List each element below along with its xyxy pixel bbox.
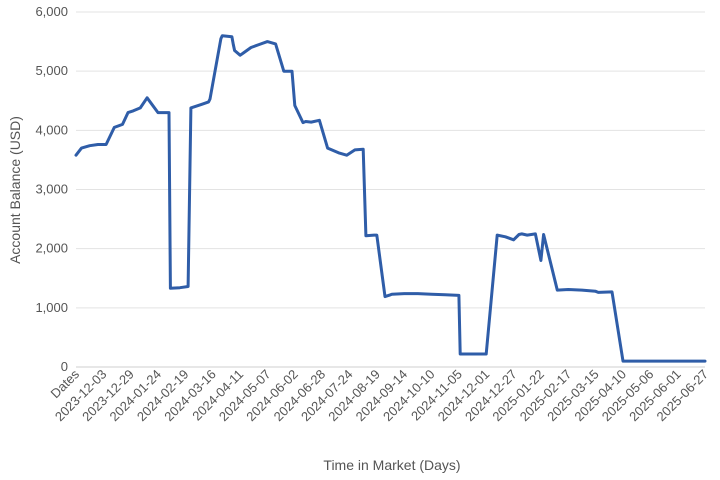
y-tick-label: 3,000	[35, 182, 68, 197]
y-tick-label: 4,000	[35, 122, 68, 137]
y-tick-labels: 0 1,000 2,000 3,000 4,000 5,000 6,000	[35, 4, 68, 374]
series-lines	[74, 34, 707, 363]
y-tick-label: 0	[61, 359, 68, 374]
y-tick-label: 2,000	[35, 241, 68, 256]
y-tick-label: 5,000	[35, 63, 68, 78]
gridlines	[76, 11, 705, 368]
series-line	[74, 34, 707, 363]
y-tick-label: 6,000	[35, 4, 68, 19]
y-axis-title: Account Balance (USD)	[7, 116, 23, 264]
x-axis-title: Time in Market (Days)	[323, 457, 460, 473]
y-tick-label: 1,000	[35, 300, 68, 315]
x-tick-labels: Dates2023-12-032023-12-292024-01-242024-…	[47, 366, 711, 424]
